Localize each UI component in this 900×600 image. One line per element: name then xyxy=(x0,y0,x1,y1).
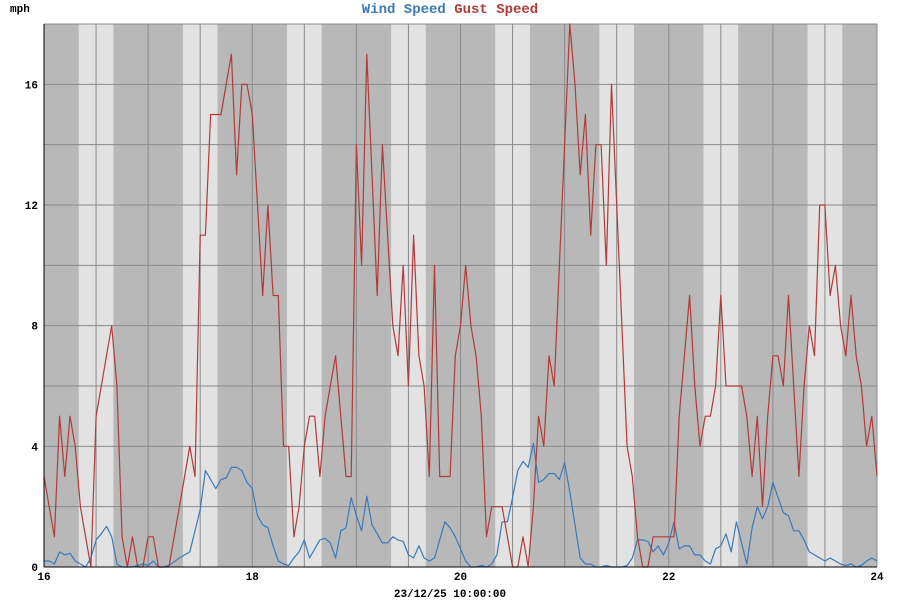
y-tick-label: 8 xyxy=(31,322,38,334)
x-tick-label: 16 xyxy=(37,572,50,584)
series-line-gust-speed xyxy=(43,23,878,568)
axes: 0 4 8 12 16 16 18 20 22 24 xyxy=(25,24,884,584)
y-axis-label: mph xyxy=(10,4,30,16)
title-gust-speed: Gust Speed xyxy=(454,2,538,18)
x-tick-label: 18 xyxy=(246,572,260,584)
series-lines xyxy=(43,23,878,568)
y-tick-label: 4 xyxy=(31,442,38,454)
series-line-wind-speed xyxy=(44,442,878,568)
x-tick-label: 20 xyxy=(454,572,467,584)
x-axis-label: 23/12/25 10:00:00 xyxy=(394,589,506,600)
y-tick-label: 0 xyxy=(31,563,38,575)
y-tick-label: 16 xyxy=(25,80,38,92)
x-tick-label: 22 xyxy=(662,572,675,584)
y-tick-label: 12 xyxy=(25,201,38,213)
title-wind-speed: Wind Speed xyxy=(362,2,446,18)
x-tick-label: 24 xyxy=(870,572,884,584)
